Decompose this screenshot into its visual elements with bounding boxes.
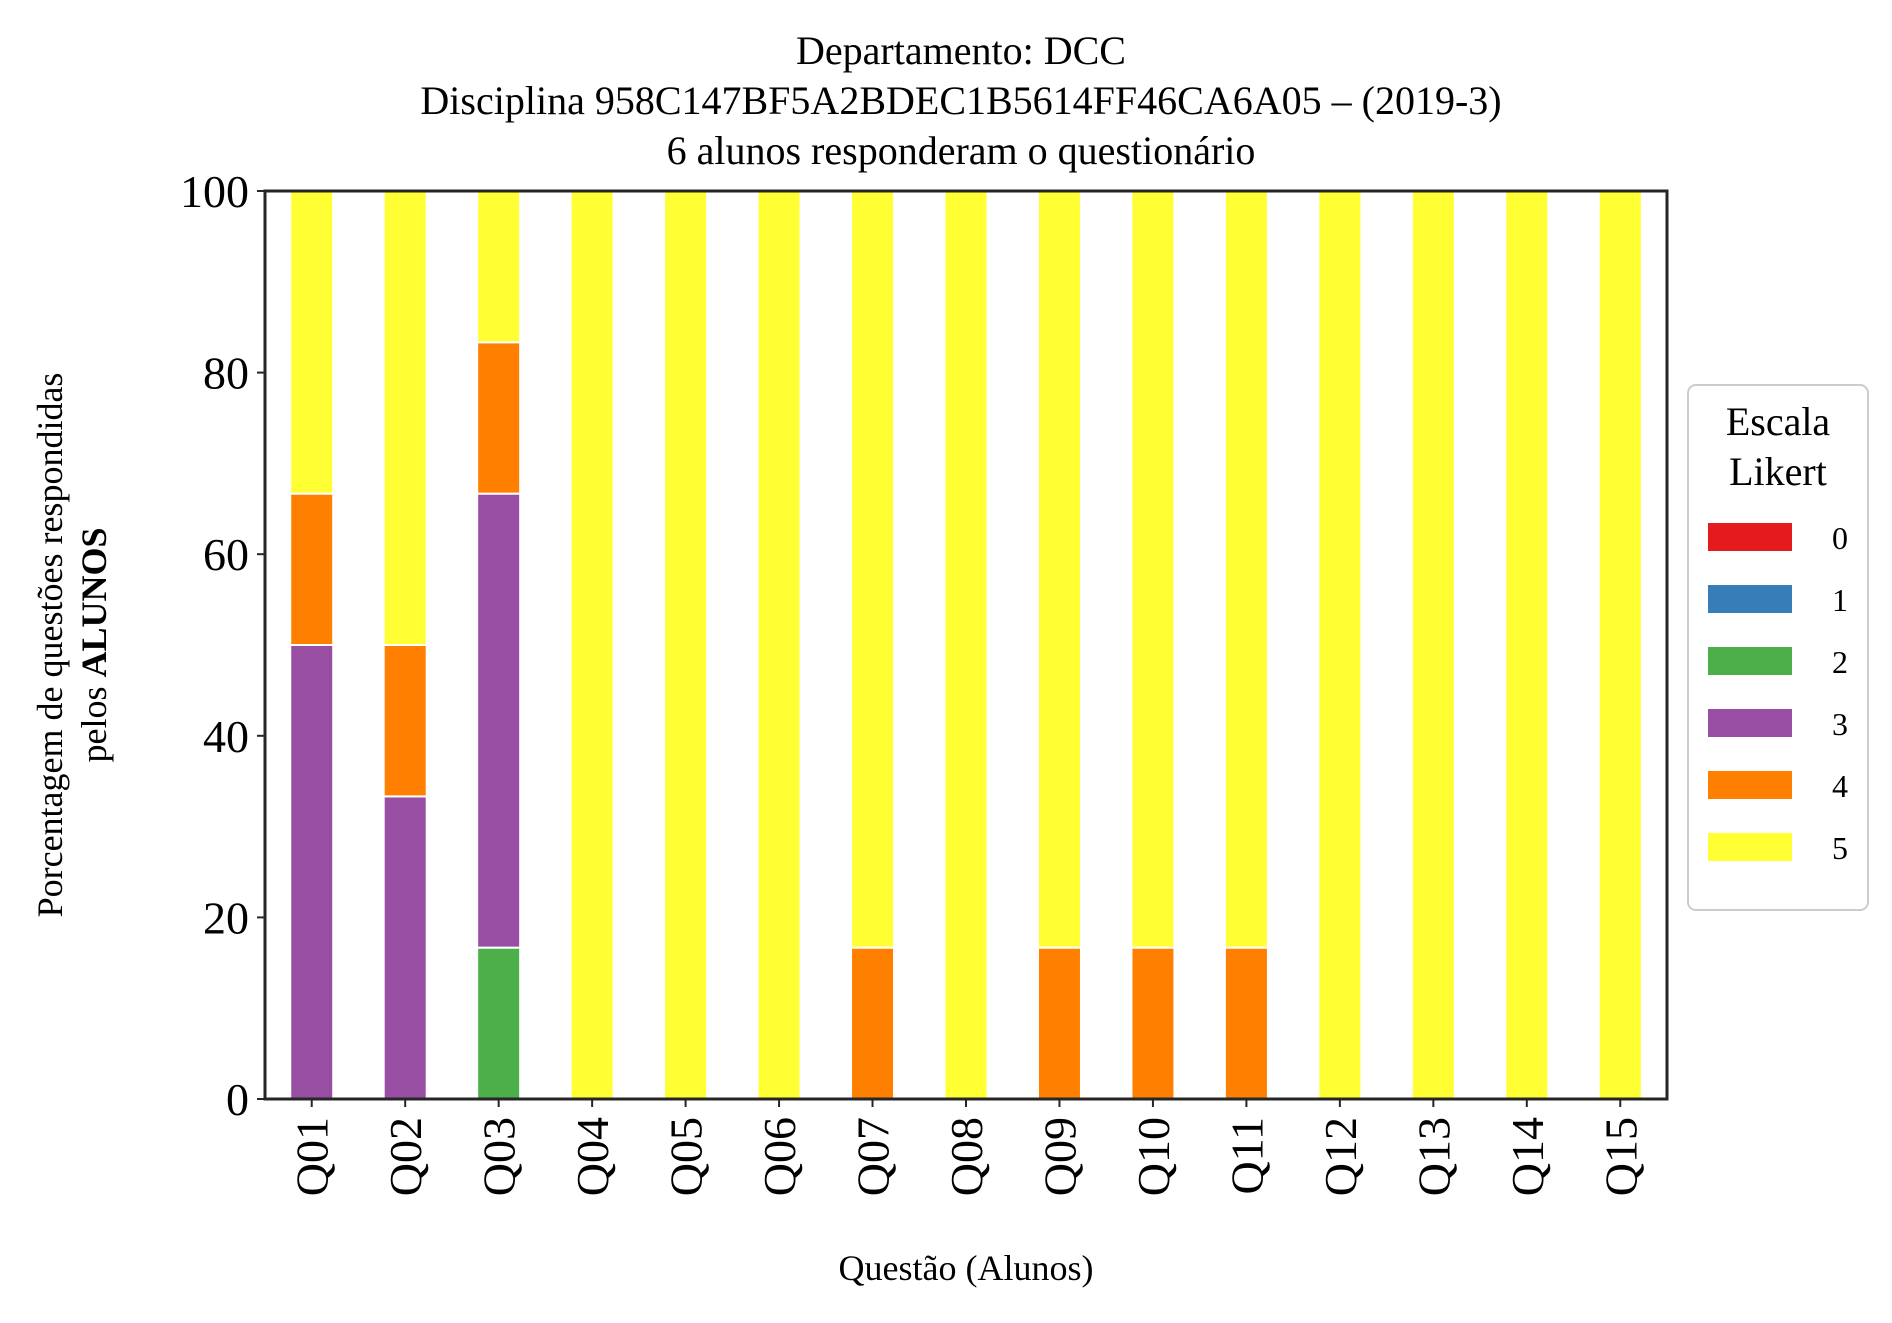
x-tick-label: Q06 bbox=[754, 1117, 805, 1196]
bar-q04-level-5 bbox=[569, 190, 615, 1100]
legend: Escala Likert 0 1 2 3 4 5 bbox=[1687, 384, 1869, 911]
bar-q06-level-5 bbox=[756, 190, 802, 1100]
legend-swatch-5 bbox=[1708, 833, 1792, 861]
bar-q03-level-5 bbox=[476, 189, 522, 344]
legend-label-4: 4 bbox=[1832, 768, 1848, 804]
legend-swatch-4 bbox=[1708, 771, 1792, 799]
bar-q12-level-5 bbox=[1317, 190, 1363, 1100]
legend-label-1: 1 bbox=[1832, 582, 1848, 618]
legend-swatch-0 bbox=[1708, 523, 1792, 551]
y-axis: 0 20 40 60 80 100 bbox=[180, 166, 265, 1125]
y-axis-label-bold: ALUNOS bbox=[74, 527, 114, 677]
x-tick-label: Q02 bbox=[380, 1117, 431, 1196]
legend-swatch-2 bbox=[1708, 647, 1792, 675]
legend-label-0: 0 bbox=[1832, 520, 1848, 556]
bar-q10-level-4 bbox=[1130, 946, 1176, 1101]
x-tick-label: Q15 bbox=[1595, 1117, 1646, 1196]
bar-q03-level-4 bbox=[476, 341, 522, 495]
legend-title-line-2: Likert bbox=[1729, 449, 1827, 494]
bar-q11-level-5 bbox=[1223, 190, 1269, 949]
bar-q01-level-4 bbox=[289, 492, 335, 647]
chart-title: Departamento: DCC Disciplina 958C147BF5A… bbox=[420, 28, 1501, 173]
bar-q15-level-5 bbox=[1597, 190, 1643, 1100]
legend-label-3: 3 bbox=[1832, 706, 1848, 742]
x-tick-label: Q07 bbox=[848, 1117, 899, 1196]
x-tick-label: Q05 bbox=[661, 1117, 712, 1196]
bar-q07-level-5 bbox=[850, 190, 896, 949]
x-tick-label: Q01 bbox=[287, 1117, 338, 1196]
y-axis-label-line-2: pelos ALUNOS bbox=[74, 527, 114, 762]
bar-q01-level-5 bbox=[289, 190, 335, 495]
legend-label-5: 5 bbox=[1832, 830, 1848, 866]
x-axis: Q01 Q02 Q03 Q04 Q05 Q06 Q07 Q08 Q09 Q10 Q11 Q12 Q13 Q… bbox=[287, 1099, 1646, 1196]
x-tick-label: Q03 bbox=[474, 1117, 525, 1196]
legend-swatch-1 bbox=[1708, 585, 1792, 613]
x-tick-label: Q13 bbox=[1408, 1117, 1459, 1196]
x-tick-label: Q10 bbox=[1128, 1117, 1179, 1196]
x-axis-label: Questão (Alunos) bbox=[839, 1248, 1094, 1288]
y-tick-label: 20 bbox=[203, 892, 249, 943]
legend-label-2: 2 bbox=[1832, 644, 1848, 680]
bar-q08-level-5 bbox=[943, 190, 989, 1100]
y-tick-label: 0 bbox=[226, 1074, 249, 1125]
y-tick-label: 80 bbox=[203, 348, 249, 399]
title-line-2: Disciplina 958C147BF5A2BDEC1B5614FF46CA6… bbox=[420, 78, 1501, 123]
y-tick-label: 40 bbox=[203, 711, 249, 762]
bar-q02-level-4 bbox=[382, 644, 428, 798]
y-tick-label: 100 bbox=[180, 166, 249, 217]
legend-items: 0 1 2 3 4 5 bbox=[1708, 520, 1848, 866]
x-tick-label: Q08 bbox=[941, 1117, 992, 1196]
title-line-1: Departamento: DCC bbox=[796, 28, 1126, 73]
bar-q02-level-5 bbox=[382, 190, 428, 646]
y-axis-label-line-1: Porcentagem de questões respondidas bbox=[30, 373, 70, 918]
bar-q09-level-5 bbox=[1036, 190, 1082, 949]
x-tick-label: Q04 bbox=[567, 1117, 618, 1196]
bars-group bbox=[289, 189, 1643, 1101]
bar-q11-level-4 bbox=[1223, 946, 1269, 1101]
bar-q02-level-3 bbox=[382, 795, 428, 1100]
bar-q09-level-4 bbox=[1036, 946, 1082, 1101]
bar-q13-level-5 bbox=[1410, 190, 1456, 1100]
legend-title-line-1: Escala bbox=[1726, 399, 1831, 444]
bar-q10-level-5 bbox=[1130, 190, 1176, 949]
bar-q05-level-5 bbox=[663, 190, 709, 1100]
bar-q07-level-4 bbox=[850, 946, 896, 1101]
bar-q03-level-2 bbox=[476, 946, 522, 1101]
x-tick-label: Q14 bbox=[1502, 1117, 1553, 1196]
x-tick-label: Q09 bbox=[1034, 1117, 1085, 1196]
x-tick-label: Q11 bbox=[1221, 1117, 1272, 1195]
y-tick-label: 60 bbox=[203, 529, 249, 580]
x-tick-label: Q12 bbox=[1315, 1117, 1366, 1196]
bar-q01-level-3 bbox=[289, 644, 335, 1100]
y-axis-label-prefix: pelos bbox=[74, 687, 114, 763]
title-line-3: 6 alunos responderam o questionário bbox=[667, 128, 1256, 173]
legend-swatch-3 bbox=[1708, 709, 1792, 737]
bar-q03-level-3 bbox=[476, 492, 522, 949]
bar-q14-level-5 bbox=[1504, 190, 1550, 1100]
